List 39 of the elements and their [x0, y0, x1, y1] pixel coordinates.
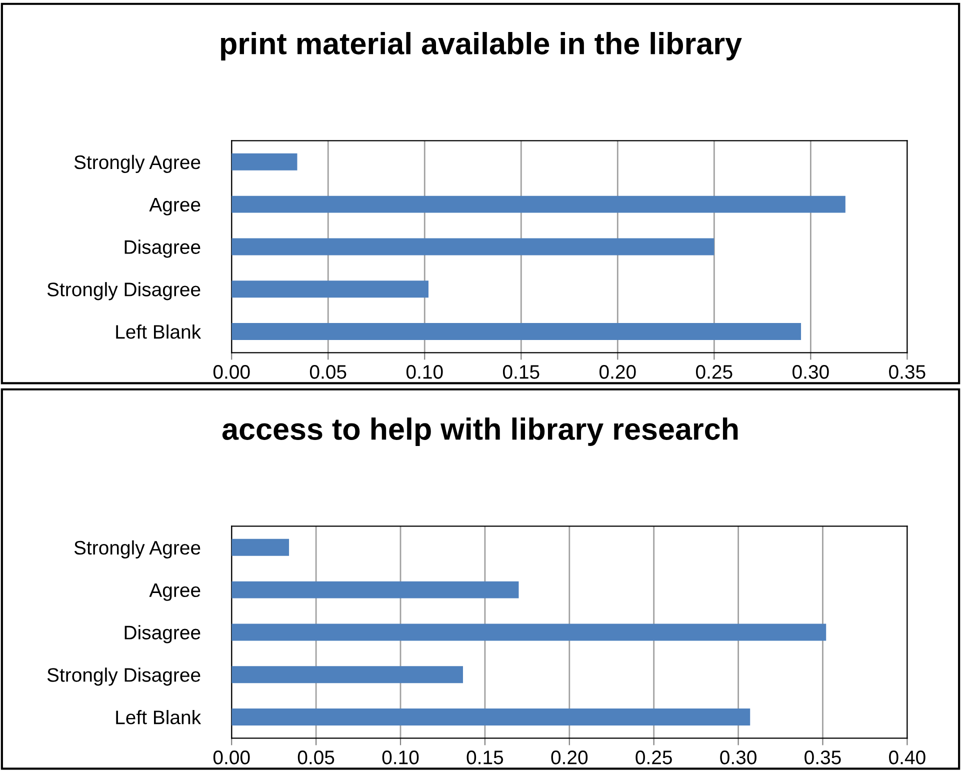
bar — [232, 708, 750, 726]
x-tick-label: 0.25 — [636, 750, 672, 764]
x-tick-label: 0.35 — [889, 365, 926, 379]
x-tick-label: 0.20 — [599, 365, 636, 379]
bar — [232, 538, 290, 556]
bar — [232, 666, 463, 684]
x-tick-label: 0.30 — [720, 750, 756, 764]
x-tick-label: 0.05 — [298, 750, 334, 764]
bar — [232, 280, 428, 298]
x-tick-label: 0.10 — [382, 750, 419, 764]
x-tick-label: 0.20 — [551, 750, 588, 764]
x-tick-label: 0.15 — [502, 365, 540, 379]
y-tick-label: Strongly Agree — [74, 154, 200, 173]
y-tick-label: Disagree — [124, 240, 200, 258]
x-tick-label: 0.15 — [466, 750, 504, 764]
bar — [232, 153, 298, 170]
chart-title: access to help with library research — [222, 418, 738, 446]
y-tick-label: Left Blank — [116, 324, 202, 339]
x-tick-label: 0.05 — [310, 365, 346, 379]
bar — [232, 238, 714, 256]
y-tick-label: Left Blank — [116, 710, 202, 724]
y-tick-label: Disagree — [124, 625, 200, 644]
bar — [232, 581, 519, 598]
y-tick-label: Agree — [149, 583, 200, 601]
y-tick-label: Agree — [149, 198, 200, 216]
y-tick-label: Strongly Agree — [74, 540, 200, 558]
bar — [232, 196, 846, 213]
x-tick-label: 0.30 — [792, 365, 829, 379]
x-tick-label: 0.35 — [804, 750, 841, 764]
x-tick-label: 0.25 — [696, 365, 732, 379]
chart-title: print material available in the library — [221, 32, 742, 60]
y-tick-label: Strongly Disagree — [47, 282, 200, 300]
bar — [232, 624, 826, 641]
x-tick-label: 0.10 — [406, 365, 443, 379]
x-tick-label: 0.00 — [213, 365, 250, 379]
x-tick-label: 0.00 — [213, 750, 250, 764]
y-tick-label: Strongly Disagree — [47, 668, 200, 686]
bar — [232, 323, 802, 340]
x-tick-label: 0.40 — [889, 750, 926, 764]
